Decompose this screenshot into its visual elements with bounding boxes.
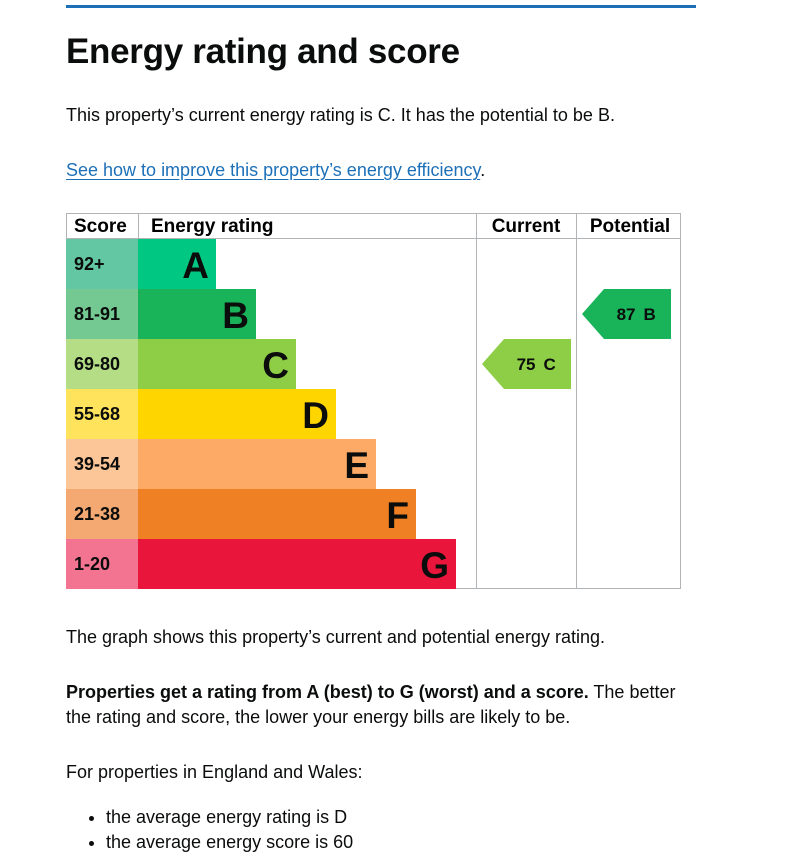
header-potential: Potential (590, 216, 670, 237)
score-cell-b (66, 289, 138, 339)
rating-letter-c: C (262, 345, 289, 386)
improve-link[interactable]: See how to improve this property’s energ… (66, 160, 481, 180)
score-cell-d (66, 389, 138, 439)
energy-rating-chart: Score Energy rating Current Potential 92… (66, 213, 681, 589)
score-cell-a (66, 239, 138, 289)
improve-link-suffix: . (480, 160, 486, 180)
rating-note-bold: Properties get a rating from A (best) to… (66, 682, 589, 702)
rating-letter-g: G (420, 545, 449, 586)
score-label-d: 55-68 (74, 404, 120, 424)
score-cell-e (66, 439, 138, 489)
score-label-g: 1-20 (74, 554, 110, 574)
score-label-a: 92+ (74, 254, 105, 274)
averages-list: the average energy rating is D the avera… (66, 805, 353, 855)
rating-markers: 75 C 87 B (482, 289, 671, 389)
rating-note-rest: The better the rating and score, the low… (66, 682, 676, 727)
rating-letter-a: A (182, 245, 209, 286)
score-label-c: 69-80 (74, 354, 120, 374)
score-cell-g (66, 539, 138, 589)
potential-rating-letter: B (644, 305, 656, 324)
rating-letter-b: B (222, 295, 249, 336)
rating-letter-e: E (344, 445, 369, 486)
current-rating-letter: C (544, 355, 556, 374)
rating-letter-d: D (302, 395, 329, 436)
rating-note: Properties get a rating from A (best) to… (66, 680, 686, 730)
header-current: Current (492, 216, 561, 237)
current-rating-marker (482, 339, 571, 389)
average-intro: For properties in England and Wales: (66, 762, 363, 782)
score-label-b: 81-91 (74, 304, 120, 324)
rating-bar-g (138, 539, 456, 589)
rating-bar-d (138, 389, 336, 439)
score-label-f: 21-38 (74, 504, 120, 524)
chart-header: Score Energy rating Current Potential (74, 216, 670, 237)
score-cell-c (66, 339, 138, 389)
top-rule (66, 5, 696, 8)
rating-bands: 92+ A 81-91 B 69-80 C 55-68 D 39-54 E 21-38 F 1-20 G (66, 239, 456, 589)
rating-letter-f: F (386, 495, 409, 536)
intro-text: This property’s current energy rating is… (66, 105, 615, 125)
potential-rating-marker (582, 289, 671, 339)
score-cell-f (66, 489, 138, 539)
improve-paragraph: See how to improve this property’s energ… (66, 158, 706, 183)
rating-bar-c (138, 339, 296, 389)
page-title: Energy rating and score (66, 32, 460, 71)
potential-rating-score: 87 (617, 305, 636, 324)
average-score-item: the average energy score is 60 (106, 830, 353, 855)
rating-bar-f (138, 489, 416, 539)
rating-bar-b (138, 289, 256, 339)
current-rating-score: 75 (517, 355, 536, 374)
rating-bar-e (138, 439, 376, 489)
rating-bar-a (138, 239, 216, 289)
average-rating-item: the average energy rating is D (106, 805, 353, 830)
header-score: Score (74, 216, 127, 237)
graph-note: The graph shows this property’s current … (66, 627, 605, 647)
header-energy-rating: Energy rating (151, 216, 273, 237)
score-label-e: 39-54 (74, 454, 120, 474)
